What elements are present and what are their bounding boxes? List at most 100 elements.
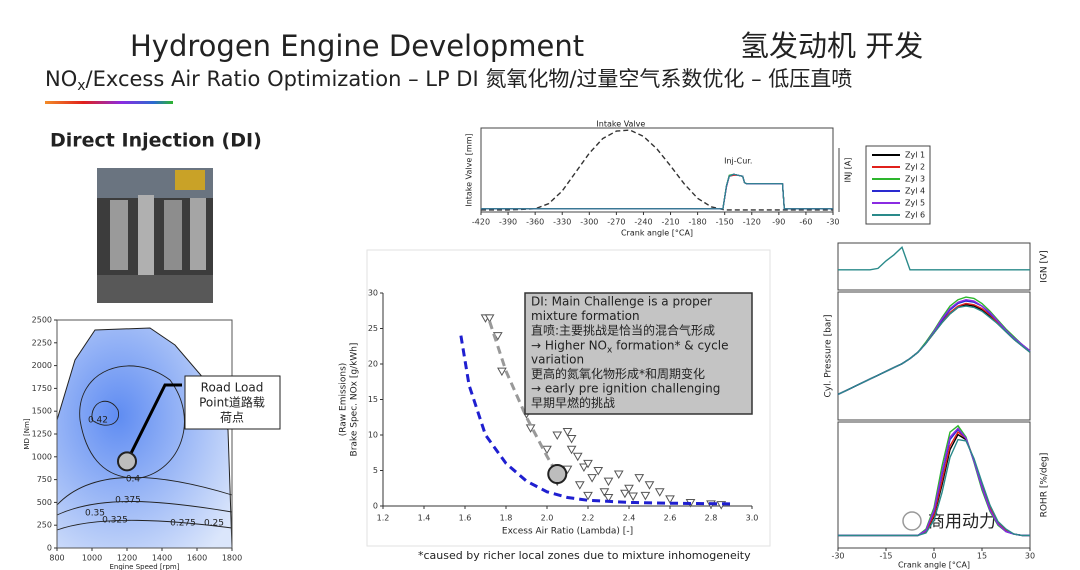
x-tick-label: 2.2 xyxy=(582,514,595,523)
contour-label: 0.42 xyxy=(88,416,108,426)
callout-text: Road Load xyxy=(201,381,264,395)
annotation-text: mixture formation xyxy=(531,309,640,323)
legend-label: Zyl 5 xyxy=(905,199,925,208)
contour-line xyxy=(79,365,185,479)
y-tick-label: 2250 xyxy=(32,338,52,347)
data-point xyxy=(624,484,634,494)
data-point xyxy=(620,489,630,499)
x-tick-label: 2.8 xyxy=(705,514,718,523)
x-tick-label: -120 xyxy=(743,218,761,227)
data-point xyxy=(654,488,665,497)
subtitle-part: NO xyxy=(45,67,77,91)
x-tick-label: 2.4 xyxy=(623,514,636,523)
annotation-text: DI: Main Challenge is a proper xyxy=(531,295,712,309)
series-line xyxy=(481,174,833,210)
series-line xyxy=(481,129,833,211)
y-tick-label: 2000 xyxy=(32,361,52,370)
y-axis-label: Brake Spec. NOx [g/kWh] xyxy=(350,343,360,457)
x-tick-label: -240 xyxy=(634,218,652,227)
x-tick-label: -420 xyxy=(472,218,490,227)
data-point xyxy=(593,467,604,476)
plot-frame xyxy=(480,127,834,213)
callout-text: 荷点 xyxy=(220,411,244,425)
x-tick-label: 2.0 xyxy=(541,514,554,523)
data-point xyxy=(599,488,610,497)
y-tick-label: 20 xyxy=(368,360,378,369)
x-tick-label: -300 xyxy=(580,218,598,227)
annotation-text: → Higher NOx formation* & cycle xyxy=(531,338,728,355)
y-axis-label: IGN [V] xyxy=(1040,250,1050,282)
watermark: 商用动力 xyxy=(902,511,996,532)
data-point xyxy=(640,491,651,501)
contour-label: 0.275 xyxy=(170,519,196,529)
contour-label: 0.325 xyxy=(102,516,128,526)
data-point xyxy=(579,463,589,472)
data-point xyxy=(552,431,563,441)
y2-axis-label: INJ [A] xyxy=(844,158,853,183)
x-tick-label: -30 xyxy=(831,552,844,561)
y-axis-label: ROHR [%/deg] xyxy=(1040,453,1050,518)
series-line xyxy=(838,245,1030,271)
series-line xyxy=(481,173,833,210)
data-point xyxy=(583,491,593,501)
y-tick-label: 10 xyxy=(368,431,378,440)
series-line xyxy=(837,305,1031,396)
series-line xyxy=(838,438,1030,537)
x-tick-label: 2.6 xyxy=(664,514,677,523)
y-tick-label: 15 xyxy=(368,395,378,404)
series-line xyxy=(481,173,833,210)
map-region xyxy=(56,327,233,549)
x-axis-label: Crank angle [°CA] xyxy=(621,229,693,238)
y-tick-label: 30 xyxy=(368,289,378,298)
trend-line xyxy=(459,335,732,506)
data-point xyxy=(583,459,593,469)
chart-frame xyxy=(366,249,771,547)
x-tick-label: -210 xyxy=(661,218,679,227)
x-tick-label: -390 xyxy=(499,218,517,227)
annotation-text: 早期早燃的挑战 xyxy=(531,395,615,410)
annotation-bg xyxy=(524,292,753,415)
contour-line xyxy=(56,519,233,531)
x-tick-label: 1.6 xyxy=(459,514,472,523)
legend-label: Zyl 3 xyxy=(905,175,925,184)
footnote: *caused by richer local zones due to mix… xyxy=(418,549,751,562)
callout-line xyxy=(125,383,182,463)
x-tick-label: -60 xyxy=(799,218,812,227)
data-point xyxy=(562,427,573,437)
x-tick-label: 1800 xyxy=(222,554,242,563)
callout-box xyxy=(184,375,281,430)
panel-frame xyxy=(837,291,1031,421)
contour-label: 0.4 xyxy=(126,475,141,485)
annotation: Inj-Cur. xyxy=(724,157,752,166)
x-tick-label: 1.2 xyxy=(377,514,390,523)
road-load-point xyxy=(117,451,137,472)
x-tick-label: 1200 xyxy=(117,554,137,563)
contour-label: 0.25 xyxy=(204,519,224,529)
y-tick-label: 1000 xyxy=(32,452,52,461)
x-tick-label: 1000 xyxy=(82,554,102,563)
title-cn: 氢发动机 开发 xyxy=(740,29,923,63)
x-tick-label: -330 xyxy=(553,218,571,227)
x-tick-label: -360 xyxy=(526,218,544,227)
x-tick-label: -90 xyxy=(772,218,785,227)
annotation-text: 更高的氮氧化物形成*和周期变化 xyxy=(531,366,705,381)
x-axis-label: Crank angle [°CA] xyxy=(898,561,970,570)
x-tick-label: 1.8 xyxy=(500,514,513,523)
data-point xyxy=(574,481,585,490)
legend-label: Zyl 2 xyxy=(905,163,925,172)
y-tick-label: 0 xyxy=(373,502,378,511)
annotation-text: variation xyxy=(531,353,584,367)
x-tick-label: 3.0 xyxy=(746,514,759,523)
subtitle: NOx/Excess Air Ratio Optimization – LP D… xyxy=(45,67,852,94)
annotation-part: → Higher NO xyxy=(531,338,607,352)
y-tick-label: 5 xyxy=(373,466,378,475)
y-tick-label: 1250 xyxy=(32,430,52,439)
x-tick-label: -150 xyxy=(716,218,734,227)
section-title: Direct Injection (DI) xyxy=(50,130,262,152)
annotation-text: → early pre ignition challenging xyxy=(531,382,720,396)
x-tick-label: 1400 xyxy=(152,554,172,563)
subtitle-sub: x xyxy=(77,78,85,94)
y-tick-label: 750 xyxy=(37,475,52,484)
data-point xyxy=(497,367,507,377)
